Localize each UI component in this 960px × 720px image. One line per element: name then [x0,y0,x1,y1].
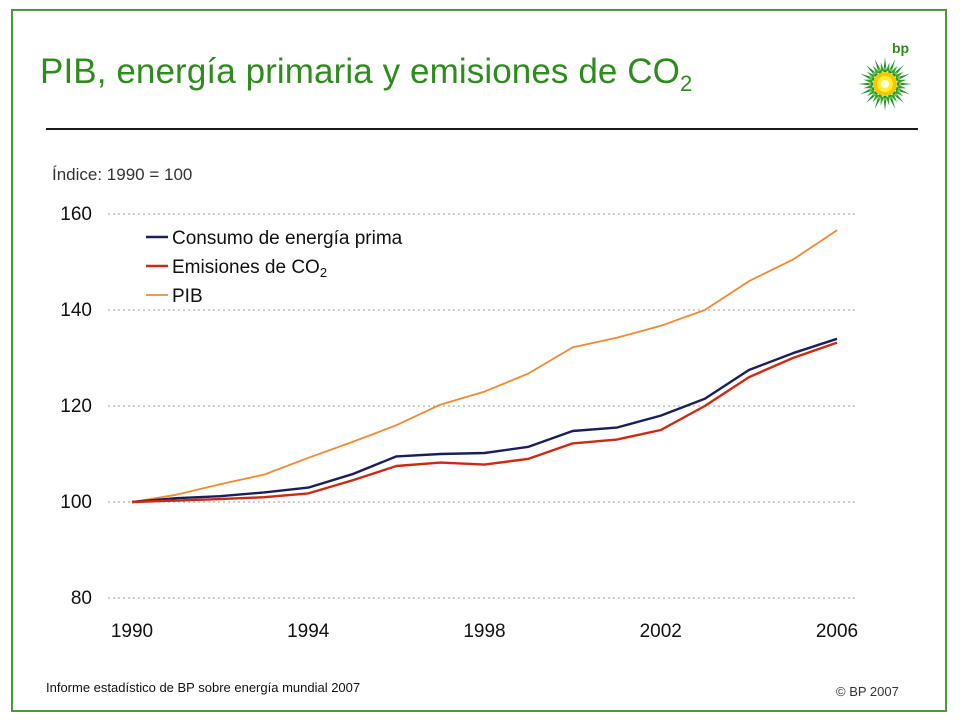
y-tick-label: 80 [71,588,92,609]
x-tick-label: 1994 [287,621,330,642]
bp-logo-text: bp [892,40,910,56]
title-main-text: PIB, energía primaria y emisiones de CO [40,52,681,91]
y-axis-ticks: 80 100 120 140 160 [60,204,92,609]
y-tick-label: 140 [60,300,92,321]
y-tick-label: 160 [60,204,92,225]
x-axis-ticks: 1990 1994 1998 2002 2006 [111,621,858,642]
legend-label-text: Emisiones de CO [172,257,320,278]
page-title: PIB, energía primaria y emisiones de CO2 [40,52,692,97]
source-note: Informe estadístico de BP sobre energía … [46,680,361,695]
chart-legend: Consumo de energía prima Emisiones de CO2… [146,228,403,307]
y-tick-label: 120 [60,396,92,417]
index-label: Índice: 1990 = 100 [52,165,193,184]
legend-label: Emisiones de CO2 [172,257,327,280]
bp-helios-logo-icon [858,57,912,111]
legend-label: Consumo de energía prima [172,228,403,249]
series-line-1 [131,337,838,504]
chart-grid [108,213,858,599]
x-tick-label: 2002 [640,621,682,642]
legend-label-text: Consumo de energía prima [172,228,403,249]
x-tick-label: 2006 [816,621,858,642]
x-tick-label: 1998 [463,621,505,642]
series-lines [131,229,838,504]
y-tick-label: 100 [60,492,92,513]
legend-label-subscript: 2 [320,265,327,280]
title-rule [46,128,918,130]
copyright-note: © BP 2007 [836,684,899,699]
legend-label-text: PIB [172,286,203,307]
legend-label: PIB [172,286,203,307]
title-subscript: 2 [680,71,693,96]
slide-frame [11,9,947,712]
x-tick-label: 1990 [111,621,153,642]
series-line-3 [131,229,838,503]
series-line-2 [131,341,838,504]
